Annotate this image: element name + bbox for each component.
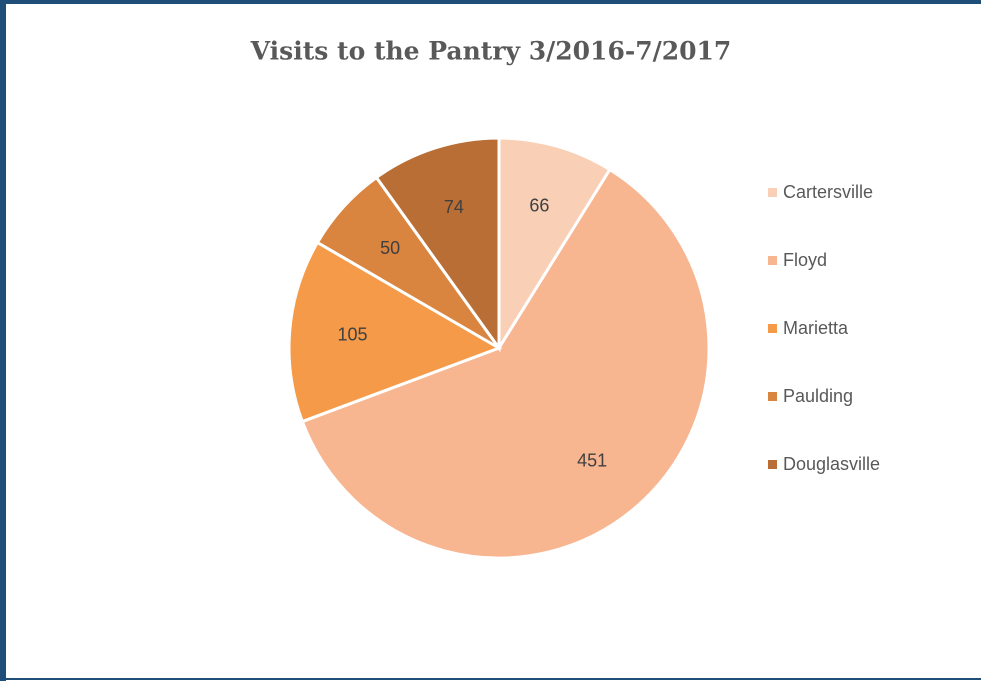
frame-left — [0, 0, 6, 681]
data-label: 74 — [444, 197, 464, 217]
data-label: 105 — [337, 324, 367, 344]
legend-label: Cartersville — [783, 182, 874, 202]
frame-bottom — [0, 678, 981, 680]
legend-swatch — [768, 460, 777, 469]
legend-swatch — [768, 324, 777, 333]
legend-swatch — [768, 392, 777, 401]
data-label: 66 — [529, 195, 549, 215]
pie-slice — [287, 240, 503, 424]
pie-slice — [374, 136, 501, 353]
legend-label: Douglasville — [783, 454, 881, 474]
frame-top — [0, 0, 981, 4]
legend-label: Marietta — [783, 318, 849, 338]
pie-slice — [497, 136, 612, 354]
legend-label: Floyd — [783, 250, 828, 270]
pie-slice — [300, 167, 711, 560]
legend-swatch — [768, 188, 777, 197]
legend-label: Paulding — [783, 386, 854, 406]
data-label: 50 — [380, 238, 400, 258]
legend-swatch — [768, 256, 777, 265]
chart-title: Visits to the Pantry 3/2016-7/2017 — [250, 37, 732, 66]
data-label: 451 — [577, 450, 607, 470]
